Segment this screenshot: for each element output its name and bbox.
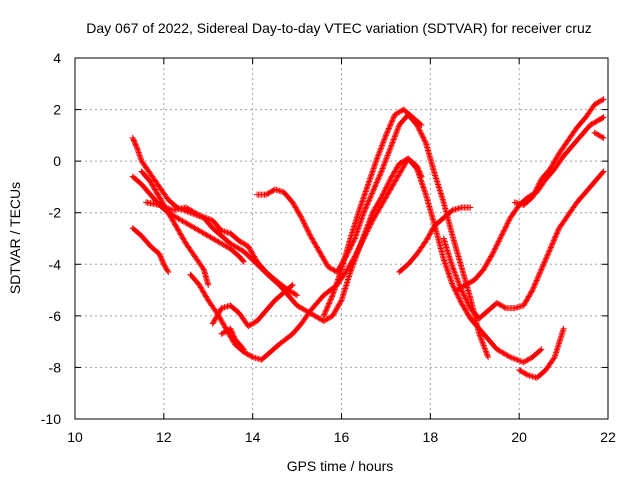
- x-tick-label: 18: [423, 429, 439, 445]
- chart-title: Day 067 of 2022, Sidereal Day-to-day VTE…: [86, 20, 592, 36]
- data-point-markers: [591, 129, 607, 141]
- data-point-markers: [453, 114, 607, 294]
- series-arc-5: [143, 199, 301, 299]
- series-arc-8: [218, 325, 247, 353]
- y-tick-label: 4: [53, 50, 61, 66]
- axis-ticks: 10 12 14 16 18 20 22 -10 -8 -6 -4 -2 0 2 4: [41, 50, 616, 445]
- series-arc-3: [129, 225, 172, 276]
- series-arc-9: [254, 111, 492, 361]
- series-arc-13: [453, 114, 607, 294]
- series-arc-16: [516, 325, 567, 381]
- x-tick-label: 22: [600, 429, 616, 445]
- series-arc-2: [129, 173, 247, 265]
- y-tick-label: 2: [53, 102, 61, 118]
- series-arc-12: [440, 168, 607, 322]
- data-points: [129, 96, 607, 381]
- data-point-markers: [138, 168, 212, 288]
- series-arc-7: [209, 281, 296, 330]
- data-point-markers: [129, 173, 247, 265]
- x-tick-label: 12: [156, 429, 172, 445]
- plot-frame: [74, 57, 609, 420]
- series-arc-14: [511, 96, 607, 208]
- data-point-markers: [254, 111, 492, 361]
- data-point-markers: [129, 225, 172, 276]
- x-tick-label: 10: [67, 429, 83, 445]
- x-tick-label: 14: [245, 429, 261, 445]
- y-tick-label: -2: [49, 205, 62, 221]
- y-tick-label: -8: [49, 359, 62, 375]
- data-point-markers: [209, 281, 296, 330]
- data-point-markers: [396, 204, 474, 276]
- grid-lines: [75, 58, 608, 419]
- data-point-markers: [511, 96, 607, 208]
- data-point-markers: [129, 134, 545, 366]
- series-arc-1: [129, 134, 545, 366]
- series-arc-10: [320, 106, 425, 319]
- data-point-markers: [320, 106, 425, 319]
- x-axis-title: GPS time / hours: [287, 458, 394, 474]
- series-arc-11: [396, 204, 474, 276]
- y-tick-label: 0: [53, 153, 61, 169]
- x-tick-label: 20: [511, 429, 527, 445]
- y-tick-label: -10: [41, 411, 61, 427]
- series-arc-15: [591, 129, 607, 141]
- data-point-markers: [516, 325, 567, 381]
- x-tick-label: 16: [334, 429, 350, 445]
- data-point-markers: [218, 325, 247, 353]
- y-tick-label: -6: [49, 308, 62, 324]
- series-arc-4: [138, 168, 212, 288]
- y-tick-label: -4: [49, 256, 62, 272]
- y-axis-title: SDTVAR / TECUs: [7, 182, 23, 294]
- data-point-markers: [440, 168, 607, 322]
- data-point-markers: [143, 199, 301, 299]
